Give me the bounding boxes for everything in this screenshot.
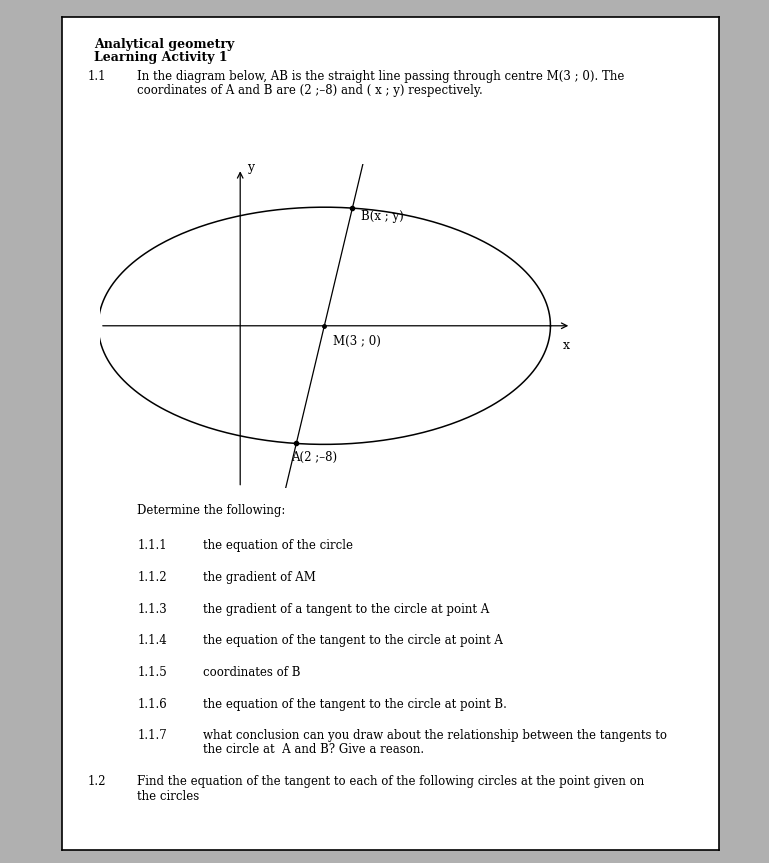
- Text: Learning Activity 1: Learning Activity 1: [95, 51, 228, 64]
- Text: Analytical geometry: Analytical geometry: [95, 38, 235, 51]
- Text: A(2 ;–8): A(2 ;–8): [291, 451, 337, 464]
- Text: B(x ; y): B(x ; y): [361, 210, 404, 223]
- Text: Find the equation of the tangent to each of the following circles at the point g: Find the equation of the tangent to each…: [137, 775, 644, 788]
- Text: 1.1.2: 1.1.2: [137, 571, 167, 584]
- Text: 1.1.7: 1.1.7: [137, 729, 167, 742]
- Text: coordinates of B: coordinates of B: [203, 666, 301, 679]
- Text: 1.1.6: 1.1.6: [137, 697, 167, 710]
- Text: 1.1.3: 1.1.3: [137, 602, 167, 615]
- Text: x: x: [563, 339, 570, 352]
- Text: the equation of the circle: the equation of the circle: [203, 539, 353, 552]
- Text: coordinates of A and B are (2 ;–8) and ( x ; y) respectively.: coordinates of A and B are (2 ;–8) and (…: [137, 84, 483, 97]
- Text: 1.1: 1.1: [88, 70, 106, 83]
- Text: the circle at  A and B? Give a reason.: the circle at A and B? Give a reason.: [203, 743, 424, 757]
- Text: 1.1.1: 1.1.1: [137, 539, 167, 552]
- Text: 1.1.5: 1.1.5: [137, 666, 167, 679]
- Text: the gradient of a tangent to the circle at point A: the gradient of a tangent to the circle …: [203, 602, 489, 615]
- Text: 1.1.4: 1.1.4: [137, 634, 167, 647]
- Text: the equation of the tangent to the circle at point A: the equation of the tangent to the circl…: [203, 634, 503, 647]
- Text: the circles: the circles: [137, 791, 199, 803]
- Text: M(3 ; 0): M(3 ; 0): [333, 335, 381, 348]
- Text: 1.2: 1.2: [88, 775, 106, 788]
- Text: Determine the following:: Determine the following:: [137, 505, 285, 518]
- Text: what conclusion can you draw about the relationship between the tangents to: what conclusion can you draw about the r…: [203, 729, 667, 742]
- Text: y: y: [247, 161, 255, 174]
- Text: In the diagram below, AB is the straight line passing through centre M(3 ; 0). T: In the diagram below, AB is the straight…: [137, 70, 624, 83]
- Text: the gradient of AM: the gradient of AM: [203, 571, 316, 584]
- Text: the equation of the tangent to the circle at point B.: the equation of the tangent to the circl…: [203, 697, 507, 710]
